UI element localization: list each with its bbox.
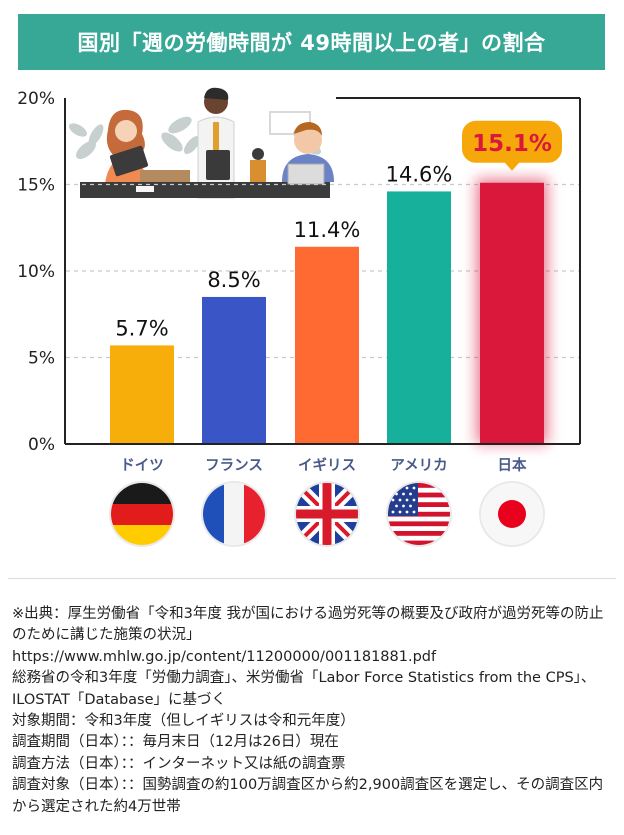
note-line: 調査対象（日本）：：国勢調査の約100万調査区から約2,900調査区を選定し、そ… [12, 777, 604, 815]
bar [202, 296, 266, 443]
note-line: 調査方法（日本）：：インターネット又は紙の調査票 [12, 755, 346, 772]
highlight-callout: 15.1% [462, 120, 562, 171]
bar [110, 345, 174, 443]
usa-flag [388, 483, 450, 545]
bar-value-label: 11.4% [294, 218, 361, 242]
bar-value-label: 15.1% [472, 131, 552, 157]
bar-value-label: 5.7% [115, 316, 168, 340]
y-tick-label: 15% [17, 176, 55, 196]
callout-pointer [504, 161, 520, 171]
japan-flag [481, 483, 543, 545]
x-tick-label: イギリス [298, 457, 356, 474]
x-tick-label: 日本 [498, 456, 527, 474]
bar [295, 246, 359, 443]
note-line: 対象期間：令和3年度（但しイギリスは令和元年度） [12, 713, 355, 730]
office-illustration [66, 87, 336, 204]
france-flag [203, 483, 265, 545]
y-tick-label: 0% [28, 435, 55, 455]
x-tick-label: フランス [205, 458, 263, 474]
note-line: ※出典：厚生労働省「令和3年度 我が国における過労死等の概要及び政府が過労死等の… [12, 606, 604, 644]
bar [387, 191, 451, 443]
bar-value-label: 14.6% [386, 162, 453, 186]
y-tick-label: 5% [28, 349, 55, 369]
callout-box [462, 120, 562, 163]
bar-chart: 0% 5% 10% 15% 20% ドイツ フランス イギリス アメリカ 日本 5.7% 8.5%… [17, 87, 581, 474]
source-url: https://www.mhlw.go.jp/content/11200000/… [12, 648, 437, 665]
x-tick-label: ドイツ [120, 458, 164, 474]
divider [8, 578, 616, 579]
uk-flag [296, 483, 358, 545]
note-line: 総務省の令和3年度「労働力調査」、米労働省「Labor Force Statis… [12, 670, 596, 708]
germany-flag [111, 483, 173, 545]
x-tick-label: アメリカ [390, 457, 447, 474]
y-tick-label: 10% [17, 262, 55, 282]
bar-value-label: 8.5% [207, 268, 260, 292]
y-tick-label: 20% [17, 89, 55, 109]
note-line: 調査期間（日本）：：毎月末日（12月は26日）現在 [12, 734, 339, 751]
source-notes: ※出典：厚生労働省「令和3年度 我が国における過労死等の概要及び政府が過労死等の… [12, 604, 614, 818]
bar [480, 182, 544, 443]
chart-title: 国別「週の労働時間が 49時間以上の者」の割合 [18, 14, 605, 70]
